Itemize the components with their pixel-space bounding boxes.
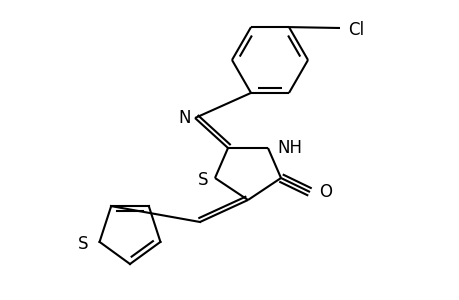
Text: Cl: Cl (347, 21, 363, 39)
Text: S: S (78, 235, 89, 253)
Text: NH: NH (277, 139, 302, 157)
Text: O: O (319, 183, 332, 201)
Text: S: S (197, 171, 208, 189)
Text: N: N (179, 109, 191, 127)
